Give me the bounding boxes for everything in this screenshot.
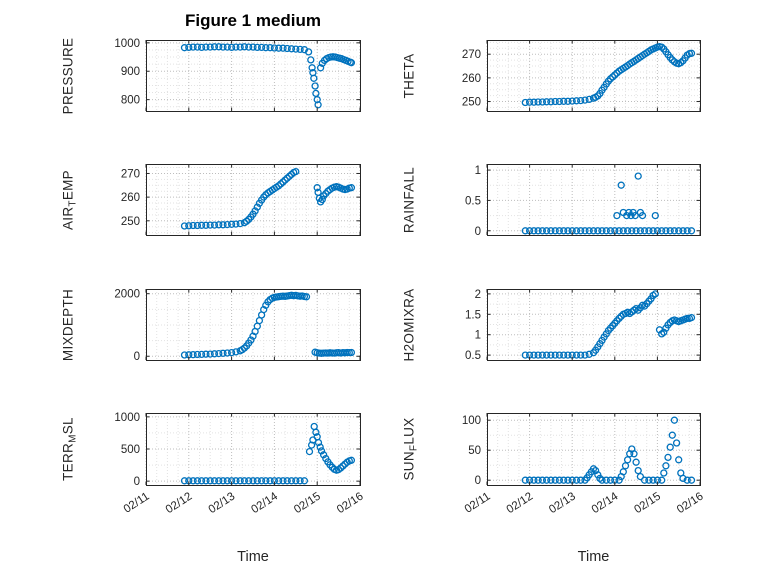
- subplot-theta: 250 260 270: [462, 40, 701, 112]
- subplot-mixdepth: 0 2000: [114, 289, 361, 363]
- series-air-temp: [180, 167, 356, 230]
- subplot-air-temp: 250 260 270: [121, 164, 361, 236]
- xlabel-right: Time: [577, 549, 610, 565]
- ytick-label: 260: [462, 73, 481, 85]
- xtick-label: 02/11: [122, 490, 152, 515]
- ytick-label: 800: [121, 95, 140, 107]
- series-sun-flux: [521, 416, 696, 484]
- ytick-label: 0: [134, 351, 140, 363]
- subplot-h2omixra: 0.5 1 1.5 2: [465, 289, 701, 362]
- ylabel-pressure: PRESSURE: [60, 37, 76, 114]
- xtick-label: 02/16: [335, 490, 366, 516]
- ytick-label: 250: [121, 216, 140, 228]
- xtick-label: 02/11: [463, 490, 493, 515]
- ylabel-theta: THETA: [401, 53, 417, 98]
- series-h2omixra: [521, 290, 696, 359]
- ytick-label: 100: [462, 415, 481, 427]
- subplot-terr-msl: 0 500 1000 02/11 02/12 02/13 02/14 02/15 02/16: [114, 412, 365, 516]
- xtick-label: 02/12: [164, 490, 195, 516]
- ylabel-h2omixra: H2OMIXRA: [401, 288, 417, 361]
- ytick-label: 270: [121, 168, 140, 180]
- axes-box-air-temp: [146, 164, 361, 236]
- xtick-label: 02/14: [249, 490, 280, 516]
- ylabel-air-temp: AIRTEMP: [60, 169, 79, 230]
- subplot-pressure: 800 900 1000: [114, 38, 361, 112]
- xtick-label: 02/13: [207, 490, 238, 516]
- xtick-label: 02/13: [547, 490, 578, 516]
- ytick-label: 0: [134, 476, 140, 488]
- axes-box-sun-flux: [487, 413, 701, 486]
- ytick-label: 500: [121, 444, 140, 456]
- subplot-rainfall: 00.51: [465, 164, 701, 238]
- series-theta: [521, 42, 696, 107]
- ytick-label: 250: [462, 97, 481, 109]
- ytick-label: 2000: [114, 289, 140, 301]
- ytick-label: 2: [475, 289, 481, 301]
- xtick-label: 02/12: [505, 490, 536, 516]
- xtick-label: 02/16: [675, 490, 706, 516]
- ytick-label: 1.5: [465, 309, 481, 321]
- figure-title: Figure 1 medium: [184, 11, 322, 30]
- ylabel-mixdepth: MIXDEPTH: [60, 288, 76, 361]
- axes-box-h2omixra: [487, 289, 701, 361]
- ytick-label: 50: [468, 445, 481, 457]
- xtick-label: 02/15: [632, 490, 663, 516]
- ytick-label: 0.5: [465, 195, 481, 207]
- xtick-label: 02/14: [590, 490, 621, 516]
- ytick-label: 1000: [114, 38, 140, 50]
- axes-box-pressure: [146, 40, 361, 112]
- subplot-sun-flux: 0 50 100 02/11 02/12 02/13 02/14 02/15 02/16: [462, 413, 706, 516]
- xlabel-left: Time: [237, 549, 269, 565]
- ylabel-terr-msl: TERRMSL: [60, 417, 79, 481]
- ytick-label: 0: [475, 475, 481, 487]
- ytick-label: 260: [121, 192, 140, 204]
- series-terr-msl: [180, 422, 356, 485]
- axes-box-theta: [487, 40, 701, 112]
- ytick-label: 1: [475, 330, 481, 342]
- ytick-label: 1: [475, 165, 481, 177]
- ytick-label: 1000: [114, 412, 140, 424]
- axes-box-mixdepth: [146, 289, 361, 361]
- ytick-label: 0: [475, 226, 481, 238]
- ytick-label: 270: [462, 49, 481, 61]
- ytick-label: 900: [121, 66, 140, 78]
- series-rainfall: [521, 172, 696, 235]
- series-pressure: [180, 43, 356, 109]
- series-mixdepth: [180, 291, 356, 359]
- ylabel-sun-flux: SUNFLUX: [401, 417, 420, 481]
- xtick-label: 02/15: [292, 490, 323, 516]
- ytick-label: 0.5: [465, 350, 481, 362]
- ylabel-rainfall: RAINFALL: [401, 166, 417, 233]
